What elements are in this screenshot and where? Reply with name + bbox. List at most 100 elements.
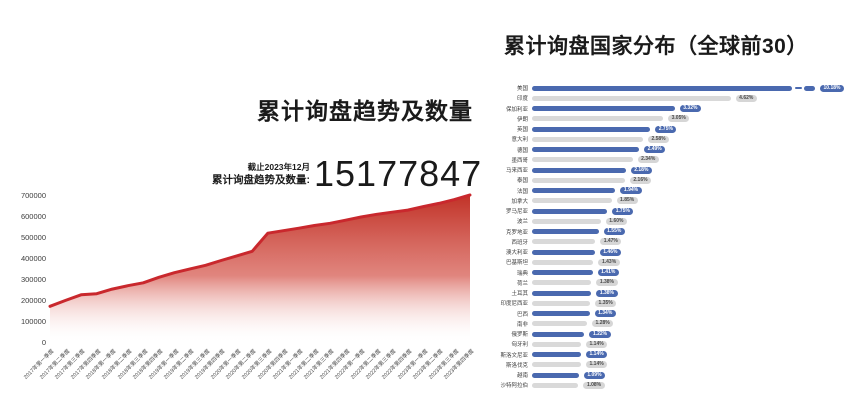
country-name: 意大利 (511, 137, 528, 144)
country-bar (532, 147, 640, 153)
percent-badge: 1.43% (598, 258, 620, 266)
country-row: 斯洛文尼亚 1.14% (492, 350, 852, 360)
percent-badge: 4.62% (735, 94, 757, 102)
country-name: 罗马尼亚 (505, 209, 528, 216)
country-row: 克罗地亚 1.55% (492, 227, 852, 237)
country-row: 泰国 2.16% (492, 175, 852, 185)
country-name: 澳大利亚 (505, 250, 528, 257)
y-tick-label: 200000 (20, 296, 46, 305)
percent-badge: 1.09% (583, 371, 606, 379)
country-name: 匈牙利 (511, 342, 528, 349)
percent-badge: 1.08% (583, 381, 605, 389)
percent-badge: 2.16% (629, 176, 652, 184)
country-name: 荷兰 (516, 280, 528, 287)
percent-badge: 1.85% (616, 197, 638, 205)
percent-badge: 1.14% (586, 361, 608, 369)
percent-badge: 1.14% (586, 340, 608, 348)
y-tick-label: 400000 (20, 254, 46, 263)
country-bar (532, 259, 594, 265)
country-name: 波兰 (516, 219, 528, 226)
percent-badge: 1.46% (599, 248, 621, 256)
percent-badge: 1.55% (603, 228, 625, 236)
country-name: 巴西 (516, 311, 528, 318)
country-bar (532, 198, 612, 204)
country-row: 罗马尼亚 1.75% (492, 206, 852, 216)
country-name: 土耳其 (511, 291, 528, 298)
country-name: 法国 (516, 188, 528, 195)
axis-break-dash (795, 87, 802, 89)
percent-badge: 2.58% (647, 135, 670, 143)
country-name: 马来西亚 (505, 168, 528, 175)
country-bar (532, 177, 625, 183)
percent-badge: 1.28% (592, 320, 614, 328)
country-bar (532, 116, 664, 122)
percent-badge: 1.38% (596, 279, 618, 287)
country-name: 伊朗 (516, 116, 528, 123)
y-tick-label: 0 (41, 338, 46, 347)
country-bar (532, 106, 675, 112)
country-bar (532, 362, 582, 368)
country-bar (532, 300, 591, 306)
country-bar (532, 341, 582, 347)
percent-badge: 2.34% (637, 156, 659, 164)
country-bar (532, 229, 599, 235)
percent-badge: 1.34% (594, 310, 616, 318)
country-row: 印度 4.62% (492, 93, 852, 103)
country-name: 印度尼西亚 (500, 301, 528, 308)
country-row: 沙特阿拉伯 1.08% (492, 380, 852, 390)
country-name: 瑞典 (516, 270, 528, 277)
percent-badge: 1.14% (586, 351, 608, 359)
percent-badge: 2.75% (655, 125, 677, 133)
country-bar (532, 126, 651, 132)
country-bar (532, 218, 601, 224)
country-bar-list: 美国 10.18% 印度 4.62% 保加利亚 3.32% 伊朗 3.05% 英国 2.75% 意大… (492, 83, 852, 391)
asof-date-label: 截止2023年12月 (247, 162, 310, 172)
y-tick-label: 700000 (20, 191, 46, 200)
trend-area-svg (48, 193, 472, 342)
country-row: 俄罗斯 1.22% (492, 329, 852, 339)
country-row: 伊朗 3.05% (492, 114, 852, 124)
axis-break-segment (804, 85, 815, 91)
country-row: 巴基斯坦 1.43% (492, 257, 852, 267)
country-bar (532, 311, 590, 317)
country-row: 越南 1.09% (492, 370, 852, 380)
percent-badge: 1.94% (620, 187, 642, 195)
country-row: 美国 10.18% (492, 83, 852, 93)
area-fill (50, 195, 470, 342)
country-bar (532, 331, 585, 337)
total-count-label: 累计询盘趋势及数量: (212, 174, 310, 186)
percent-badge: 2.18% (630, 166, 652, 174)
total-count-value: 15177847 (314, 153, 483, 194)
country-row: 印度尼西亚 1.35% (492, 298, 852, 308)
country-name: 俄罗斯 (511, 332, 528, 339)
country-row: 荷兰 1.38% (492, 278, 852, 288)
country-bar (532, 167, 626, 173)
country-name: 美国 (516, 86, 528, 93)
country-bar (532, 188, 616, 194)
country-row: 波兰 1.60% (492, 216, 852, 226)
country-row: 斯洛伐克 1.14% (492, 360, 852, 370)
country-row: 匈牙利 1.14% (492, 339, 852, 349)
country-row: 瑞典 1.41% (492, 268, 852, 278)
country-name: 加拿大 (511, 198, 528, 205)
country-bar (532, 249, 595, 255)
country-row: 墨西哥 2.34% (492, 155, 852, 165)
percent-badge: 1.35% (595, 299, 617, 307)
country-row: 澳大利亚 1.46% (492, 247, 852, 257)
country-name: 英国 (516, 127, 528, 134)
country-name: 克罗地亚 (505, 229, 528, 236)
country-name: 斯洛伐克 (505, 362, 528, 369)
country-bar (532, 290, 592, 296)
country-bar (532, 372, 579, 378)
country-bar (532, 136, 643, 142)
percent-badge: 1.22% (589, 330, 611, 338)
percent-badge: 1.38% (596, 289, 618, 297)
country-name: 巴基斯坦 (505, 260, 528, 267)
country-bar (532, 321, 588, 327)
country-row: 意大利 2.58% (492, 134, 852, 144)
country-bar (532, 280, 592, 286)
country-bar (532, 270, 593, 276)
percent-badge: 2.49% (644, 146, 666, 154)
country-row: 英国 2.75% (492, 124, 852, 134)
